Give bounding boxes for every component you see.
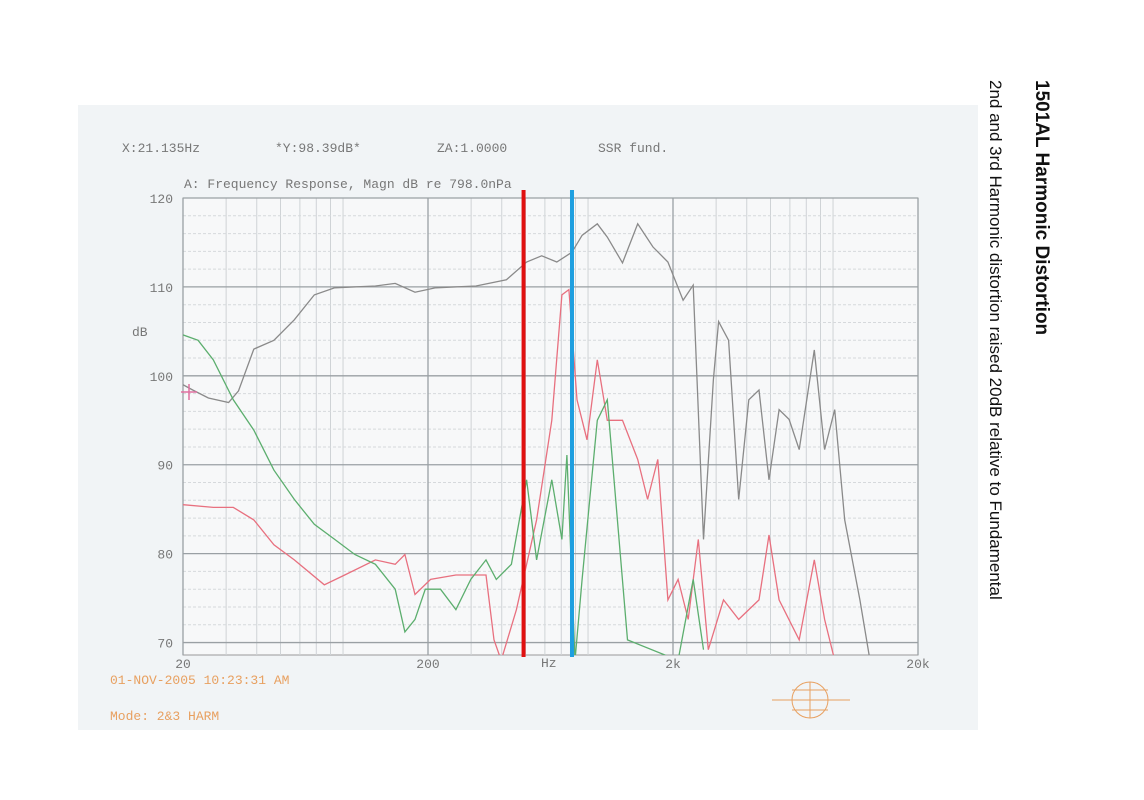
x-axis-label: Hz [541,656,557,671]
mode: Mode: 2&3 HARM [110,709,219,724]
chart-title: 1501AL Harmonic Distortion [1031,80,1052,335]
logo [772,681,850,719]
x-tick-label: 20 [175,657,191,672]
y-tick-label: 80 [157,548,173,563]
y-tick-label: 100 [150,370,173,385]
y-axis-label: dB [132,325,148,340]
x-tick-label: 20k [906,657,930,672]
y-tick-label: 90 [157,459,173,474]
timestamp: 01-NOV-2005 10:23:31 AM [110,673,289,688]
series-line [183,222,870,655]
y-tick-label: 70 [157,637,173,652]
series-line [183,334,705,655]
cursor [181,384,197,400]
y-tick-label: 120 [150,192,173,207]
readout: X:21.135Hz [122,141,200,156]
readout: ZA:1.0000 [437,141,507,156]
x-tick-label: 2k [665,657,681,672]
y-tick-label: 110 [150,281,173,296]
readout: SSR fund. [598,141,668,156]
chart-subtitle: 2nd and 3rd Harmonic distortion raised 2… [986,80,1005,600]
x-tick-label: 200 [416,657,439,672]
plot-title: A: Frequency Response, Magn dB re 798.0n… [184,177,512,192]
readout: *Y:98.39dB* [275,141,361,156]
